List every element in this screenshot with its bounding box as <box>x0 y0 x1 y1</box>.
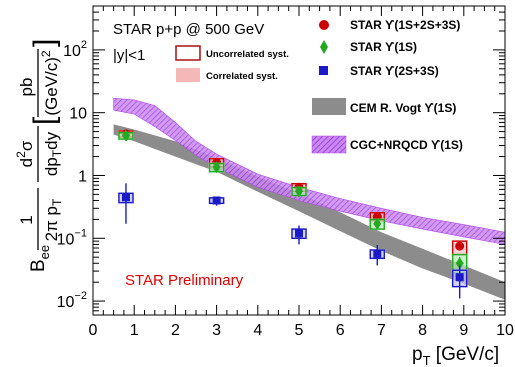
x-tick-label: 4 <box>253 322 262 339</box>
legend-marker-series-2 <box>320 40 328 54</box>
y-axis-title: Bee 1 2π pT d2σ dpTdy [ pb (GeV/c)2 ] <box>14 39 64 272</box>
legend-marker-series-1 <box>319 20 329 30</box>
x-tick-label: 6 <box>336 322 345 339</box>
band-2 <box>113 97 506 245</box>
y-tick-label: 10−1 <box>57 227 87 248</box>
svg-text:(GeV/c)2: (GeV/c)2 <box>39 50 61 116</box>
x-tick-label: 8 <box>418 322 427 339</box>
data-point <box>455 273 464 282</box>
preliminary-label: STAR Preliminary <box>125 272 244 289</box>
legend-label-series-2: STAR ϒ(1S) <box>350 40 417 54</box>
collision-label: STAR p+p @ 500 GeV <box>113 21 264 38</box>
x-tick-label: 2 <box>171 322 180 339</box>
data-point <box>455 257 464 270</box>
svg-text:2π pT: 2π pT <box>42 198 64 241</box>
correlated-syst-swatch <box>176 68 200 82</box>
data-point <box>121 129 130 142</box>
legend-label-band-1: CEM R. Vogt ϒ(1S) <box>350 101 456 115</box>
svg-text:dpTdy: dpTdy <box>42 131 64 176</box>
data-point <box>295 185 303 198</box>
legend-swatch-band-2 <box>311 135 347 154</box>
y-tick-label: 10 <box>69 106 87 123</box>
rapidity-label: |y|<1 <box>113 47 145 64</box>
svg-text:1: 1 <box>17 215 36 224</box>
svg-text:[: [ <box>28 116 61 125</box>
legend-label-series-1: STAR ϒ(1S+2S+3S) <box>350 18 460 32</box>
x-tick-label: 5 <box>295 322 304 339</box>
y-tick-label: 1 <box>78 168 87 185</box>
legend-label-series-3: STAR ϒ(2S+3S) <box>350 64 439 78</box>
legend: STAR ϒ(1S+2S+3S) STAR ϒ(1S) STAR ϒ(2S+3S… <box>311 18 463 154</box>
svg-text:]: ] <box>28 39 61 47</box>
correlated-syst-label: Correlated syst. <box>206 71 278 82</box>
x-tick-label: 10 <box>496 322 514 339</box>
y-tick-label: 10−2 <box>57 290 87 311</box>
x-tick-label: 9 <box>459 322 468 339</box>
legend-label-band-2: CGC+NRQCD ϒ(1S) <box>350 138 463 152</box>
svg-text:Bee: Bee <box>28 245 52 272</box>
uncorrelated-syst-label: Uncorrelated syst. <box>206 49 289 60</box>
data-point <box>373 249 382 258</box>
data-point <box>121 193 130 202</box>
x-tick-label: 7 <box>377 322 386 339</box>
axis-ticks: 0 1 2 3 4 5 6 7 8 9 10 10−2 10−1 1 10 102 <box>57 5 514 339</box>
legend-swatch-band-1 <box>312 98 346 115</box>
data-point <box>373 217 382 230</box>
svg-text:d2σ: d2σ <box>14 140 36 167</box>
y-tick-label: 102 <box>63 39 87 60</box>
data-point <box>212 161 221 174</box>
data-point <box>212 196 221 205</box>
svg-text:pb: pb <box>17 78 36 97</box>
data-point <box>295 229 303 238</box>
plot-content <box>113 97 506 300</box>
x-tick-label: 3 <box>212 322 221 339</box>
data-point <box>455 241 465 251</box>
x-tick-label: 1 <box>130 322 139 339</box>
x-axis-title: pT [GeV/c] <box>412 344 499 367</box>
legend-marker-series-3 <box>319 66 328 75</box>
y-title-bee: B <box>28 259 49 272</box>
x-tick-label: 0 <box>89 322 98 339</box>
uncorrelated-syst-swatch <box>175 45 201 61</box>
